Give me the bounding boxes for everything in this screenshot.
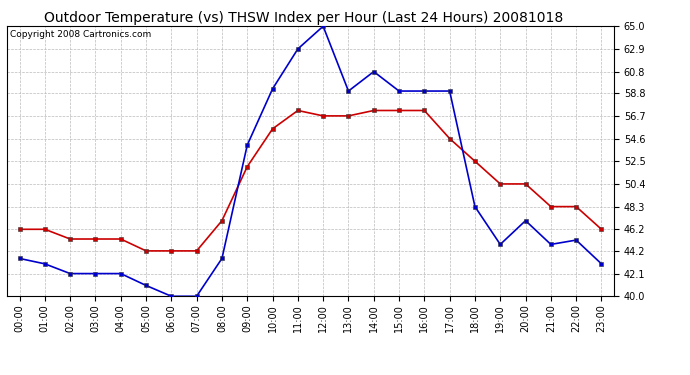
Text: Copyright 2008 Cartronics.com: Copyright 2008 Cartronics.com — [10, 30, 151, 39]
Text: Outdoor Temperature (vs) THSW Index per Hour (Last 24 Hours) 20081018: Outdoor Temperature (vs) THSW Index per … — [44, 11, 563, 25]
